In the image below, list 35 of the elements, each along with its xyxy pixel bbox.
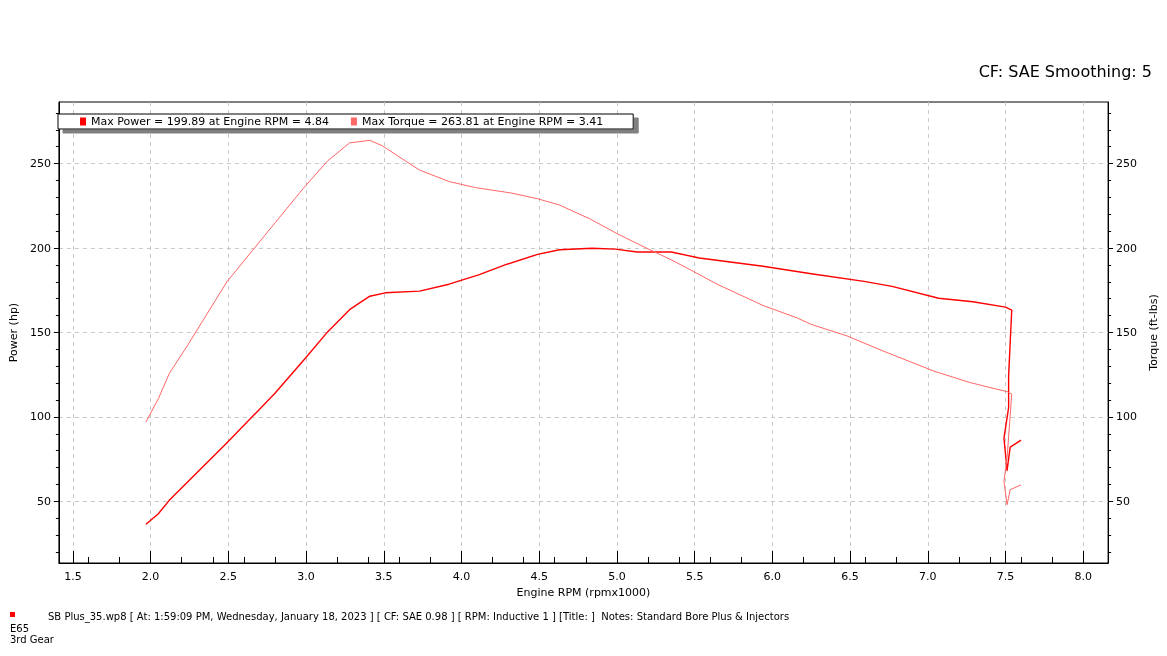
text: 3rd Gear <box>10 633 55 645</box>
text: CF: SAE Smoothing: 5 <box>978 61 1153 81</box>
y-tick-label: 200 <box>29 241 51 255</box>
legend-label: Max Torque = 263.81 at Engine RPM = 3.41 <box>361 115 604 128</box>
y2-tick-label: 50 <box>1116 494 1131 508</box>
x-tick-label: 7.0 <box>919 570 937 583</box>
x-tick-label: 2.5 <box>219 570 238 583</box>
y2-tick-label: 200 <box>1116 241 1138 255</box>
y-tick-label: 50 <box>36 494 51 508</box>
y-tick-label: 150 <box>29 326 51 339</box>
x-tick-label: 3.0 <box>297 570 315 583</box>
x-tick-label: 2.0 <box>141 570 160 583</box>
x-tick-label: 7.5 <box>996 570 1015 583</box>
x-tick-label: 6.5 <box>841 570 859 583</box>
x-axis-title: Engine RPM (rpmx1000) <box>516 585 651 599</box>
x-tick-label: 3.5 <box>375 570 393 583</box>
x-tick-label: 4.5 <box>530 570 548 583</box>
x-tick-label: 5.0 <box>608 570 626 583</box>
line-series <box>145 247 1022 526</box>
y-tick-label: 250 <box>29 157 51 171</box>
legend-label: Max Power = 199.89 at Engine RPM = 4.84 <box>91 115 329 128</box>
line-series <box>145 139 1022 506</box>
x-tick-label: 6.0 <box>763 570 782 583</box>
y-tick-label: 100 <box>29 410 51 424</box>
text: SB Plus_35.wp8 [ At: 1:59:09 PM, Wednesday, January 18, 2023 ] [ CF: SAE 0.98 ] [ RPM: Inductive 1 ] [Title: ] Notes: Standard Bore Plus & Injectors <box>48 610 790 623</box>
x-tick-label: 5.5 <box>685 570 704 583</box>
y2-tick-label: 250 <box>1116 157 1138 171</box>
y2-axis-title: Torque (ft-lbs) <box>1147 294 1160 372</box>
x-tick-label: 4.0 <box>452 570 471 583</box>
y-axis-title: Power (hp) <box>7 302 20 363</box>
y2-tick-label: 100 <box>1116 410 1138 424</box>
text: E65 <box>10 622 30 634</box>
x-tick-label: 8.0 <box>1074 570 1092 583</box>
y2-tick-label: 150 <box>1116 326 1138 339</box>
x-tick-label: 1.5 <box>64 570 82 583</box>
